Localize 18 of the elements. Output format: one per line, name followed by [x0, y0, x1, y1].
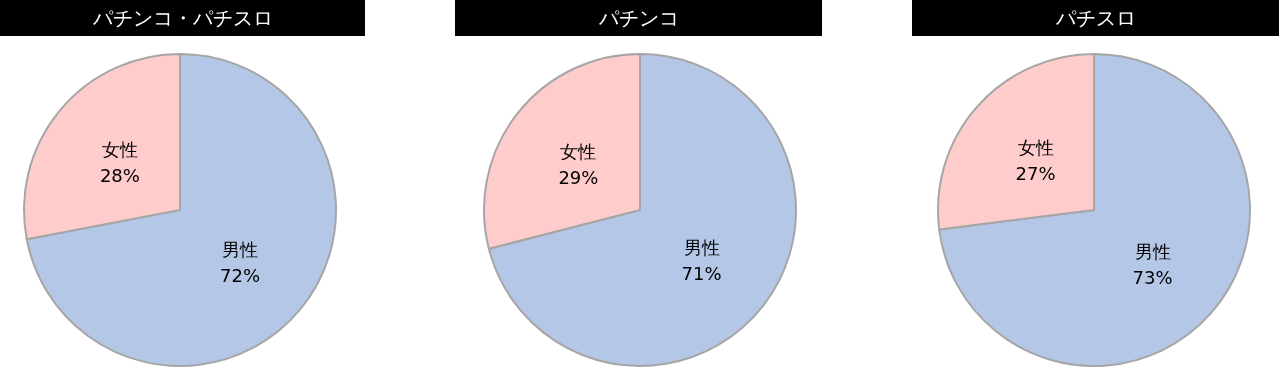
pie-slice — [487, 53, 797, 367]
slice-label: 女性 — [101, 139, 138, 161]
data-label: 73% — [1132, 266, 1173, 288]
data-label: 71% — [681, 262, 722, 284]
chart-title: パチスロ — [1054, 6, 1136, 30]
pie-slice — [938, 53, 1251, 367]
data-label: 27% — [1015, 163, 1056, 185]
slice-label: 男性 — [683, 236, 720, 258]
slice-label: 男性 — [222, 238, 259, 260]
chart-title: パチンコ — [597, 6, 679, 30]
slice-label: 女性 — [1017, 137, 1054, 159]
slice-label: 男性 — [1134, 240, 1171, 262]
pie-slice — [25, 53, 337, 367]
chart-title: パチンコ・パチスロ — [91, 6, 273, 30]
data-label: 72% — [220, 264, 261, 286]
slice-label: 女性 — [560, 141, 597, 163]
data-label: 29% — [558, 167, 599, 189]
data-label: 28% — [99, 165, 140, 187]
